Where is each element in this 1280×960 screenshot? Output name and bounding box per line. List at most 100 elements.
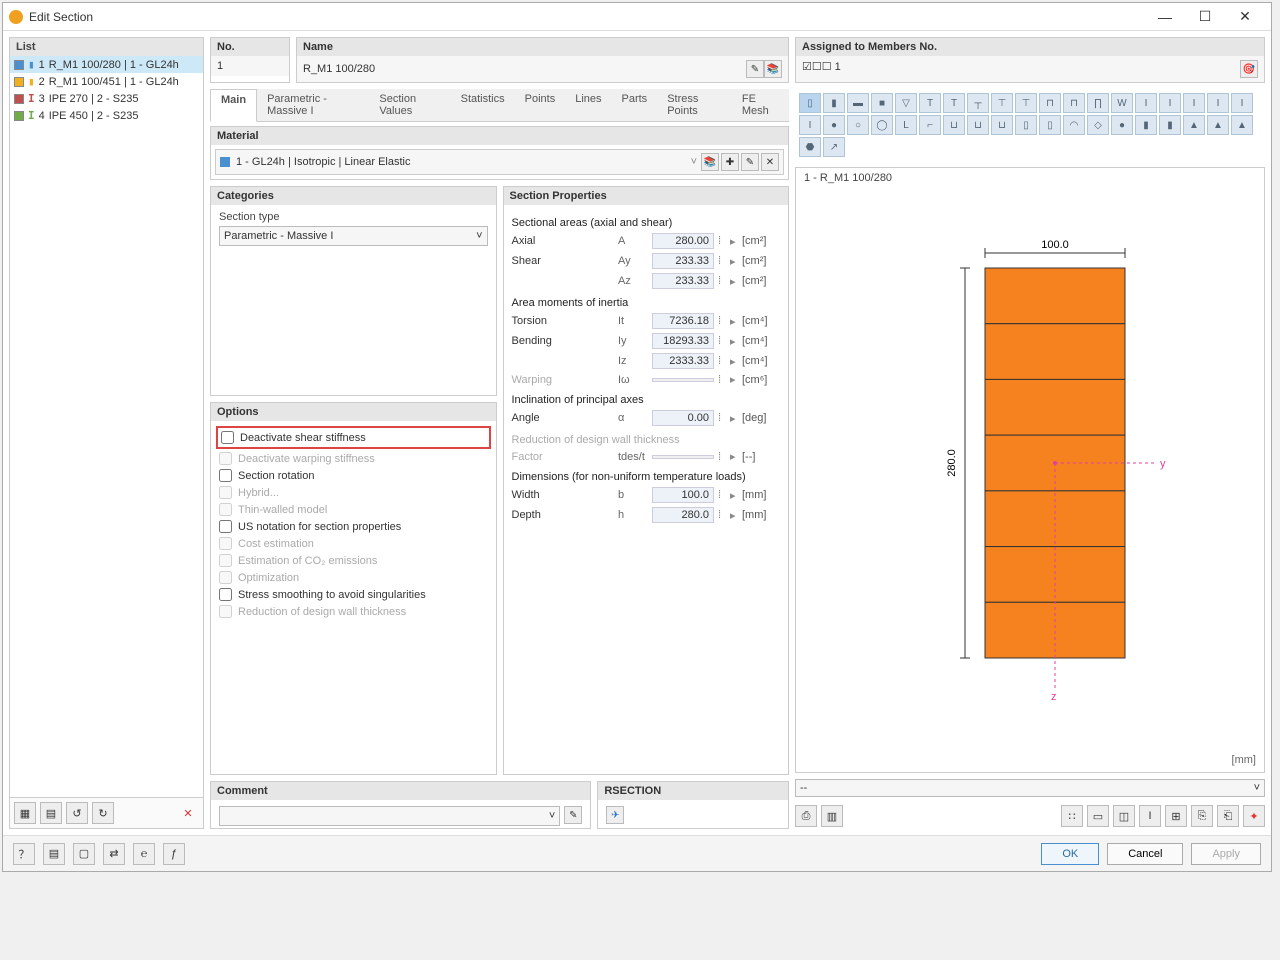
shape-button[interactable]: ● — [823, 115, 845, 135]
shape-button[interactable]: ∏ — [1087, 93, 1109, 113]
cancel-button[interactable]: Cancel — [1107, 843, 1183, 865]
arrow-icon[interactable]: ▸ — [730, 489, 738, 502]
shape-button[interactable]: ┬ — [967, 93, 989, 113]
prop-value[interactable]: 100.0 — [652, 487, 714, 503]
tab-statistics[interactable]: Statistics — [451, 89, 515, 121]
mat-edit-icon[interactable]: ✎ — [741, 153, 759, 171]
list-item[interactable]: I 4 IPE 450 | 2 - S235 — [10, 107, 203, 124]
pv-tool-c[interactable]: ◫ — [1113, 805, 1135, 827]
pv-tool-h[interactable]: ✦ — [1243, 805, 1265, 827]
shape-button[interactable]: ⊔ — [943, 115, 965, 135]
shape-button[interactable]: T — [943, 93, 965, 113]
shape-button[interactable]: ⊔ — [967, 115, 989, 135]
arrow-icon[interactable]: ▸ — [730, 335, 738, 348]
arrow-icon[interactable]: ▸ — [730, 509, 738, 522]
prop-value[interactable]: 0.00 — [652, 410, 714, 426]
shape-button[interactable]: ▮ — [1159, 115, 1181, 135]
arrow-icon[interactable]: ▸ — [730, 315, 738, 328]
list-item[interactable]: ▮ 1 R_M1 100/280 | 1 - GL24h — [10, 56, 203, 73]
prop-value[interactable]: 233.33 — [652, 273, 714, 289]
maximize-button[interactable]: ☐ — [1185, 4, 1225, 30]
shape-button[interactable]: ▲ — [1183, 115, 1205, 135]
list-tool-4[interactable]: ↻ — [92, 802, 114, 824]
close-button[interactable]: ✕ — [1225, 4, 1265, 30]
shape-button[interactable]: I — [1159, 93, 1181, 113]
tab-section-values[interactable]: Section Values — [369, 89, 450, 121]
foot-tool-3[interactable]: ▢ — [73, 843, 95, 865]
foot-tool-5[interactable]: ℮ — [133, 843, 155, 865]
apply-button[interactable]: Apply — [1191, 843, 1261, 865]
shape-button[interactable]: ⊓ — [1063, 93, 1085, 113]
prop-value[interactable]: 7236.18 — [652, 313, 714, 329]
shape-button[interactable]: ▯ — [1039, 115, 1061, 135]
option-section-rotation[interactable]: Section rotation — [219, 467, 488, 484]
comment-input[interactable]: ˅ — [219, 806, 560, 826]
pv-tool-2[interactable]: ▥ — [821, 805, 843, 827]
pv-tool-1[interactable]: ⎙ — [795, 805, 817, 827]
shape-button[interactable]: ⊔ — [991, 115, 1013, 135]
shape-button[interactable]: I — [1183, 93, 1205, 113]
material-dropdown[interactable]: 1 - GL24h | Isotropic | Linear Elastic ˅… — [215, 149, 784, 175]
library-icon[interactable]: 📚 — [764, 60, 782, 78]
shape-button[interactable]: ▮ — [1135, 115, 1157, 135]
list-tool-3[interactable]: ↺ — [66, 802, 88, 824]
list-item[interactable]: I 3 IPE 270 | 2 - S235 — [10, 90, 203, 107]
help-icon[interactable]: ？ — [13, 843, 35, 865]
section-type-dropdown[interactable]: Parametric - Massive I˅ — [219, 226, 488, 246]
tab-stress-points[interactable]: Stress Points — [657, 89, 732, 121]
tab-parts[interactable]: Parts — [612, 89, 658, 121]
shape-button[interactable]: ▲ — [1231, 115, 1253, 135]
option-deactivate-shear-stiffness[interactable]: Deactivate shear stiffness — [221, 429, 486, 446]
arrow-icon[interactable]: ▸ — [730, 355, 738, 368]
tab-fe-mesh[interactable]: FE Mesh — [732, 89, 789, 121]
prop-value[interactable]: 18293.33 — [652, 333, 714, 349]
name-value[interactable]: R_M1 100/280 — [303, 63, 746, 75]
option-us-notation-for-section-properties[interactable]: US notation for section properties — [219, 518, 488, 535]
shape-button[interactable]: ◯ — [871, 115, 893, 135]
shape-button[interactable]: ▬ — [847, 93, 869, 113]
shape-button[interactable]: T — [919, 93, 941, 113]
shape-button[interactable]: ◠ — [1063, 115, 1085, 135]
list-tool-1[interactable]: ▦ — [14, 802, 36, 824]
arrow-icon[interactable]: ▸ — [730, 255, 738, 268]
shape-button[interactable]: ● — [1111, 115, 1133, 135]
shape-button[interactable]: ▽ — [895, 93, 917, 113]
foot-tool-6[interactable]: ƒ — [163, 843, 185, 865]
prop-value[interactable]: 233.33 — [652, 253, 714, 269]
shape-button[interactable]: L — [895, 115, 917, 135]
tab-lines[interactable]: Lines — [565, 89, 611, 121]
pv-tool-e[interactable]: ⊞ — [1165, 805, 1187, 827]
arrow-icon[interactable]: ▸ — [730, 412, 738, 425]
edit-name-icon[interactable]: ✎ — [746, 60, 764, 78]
pick-members-icon[interactable]: 🎯 — [1240, 60, 1258, 78]
shape-button[interactable]: ▯ — [799, 93, 821, 113]
shape-button[interactable]: ▯ — [1015, 115, 1037, 135]
shape-button[interactable]: ▲ — [1207, 115, 1229, 135]
shape-button[interactable]: I — [1135, 93, 1157, 113]
shape-button[interactable]: I — [799, 115, 821, 135]
no-value[interactable]: 1 — [211, 56, 289, 76]
pv-tool-g[interactable]: ⎗ — [1217, 805, 1239, 827]
prop-value[interactable]: 2333.33 — [652, 353, 714, 369]
list-tool-2[interactable]: ▤ — [40, 802, 62, 824]
shape-button[interactable]: W — [1111, 93, 1133, 113]
shape-button[interactable]: ◇ — [1087, 115, 1109, 135]
pv-tool-f[interactable]: ⎘ — [1191, 805, 1213, 827]
mat-new-icon[interactable]: ✚ — [721, 153, 739, 171]
tab-parametric-massive-i[interactable]: Parametric - Massive I — [257, 89, 369, 121]
mat-del-icon[interactable]: ✕ — [761, 153, 779, 171]
prop-value[interactable]: 280.0 — [652, 507, 714, 523]
shape-button[interactable]: ⊓ — [1039, 93, 1061, 113]
foot-tool-2[interactable]: ▤ — [43, 843, 65, 865]
pv-tool-d[interactable]: I — [1139, 805, 1161, 827]
ok-button[interactable]: OK — [1041, 843, 1099, 865]
tab-main[interactable]: Main — [210, 89, 257, 122]
list-item[interactable]: ▮ 2 R_M1 100/451 | 1 - GL24h — [10, 73, 203, 90]
preview-dropdown[interactable]: --˅ — [795, 779, 1265, 797]
delete-icon[interactable]: ✕ — [177, 802, 199, 824]
rsection-icon[interactable]: ✈ — [606, 806, 624, 824]
option-stress-smoothing-to-avoid-singularities[interactable]: Stress smoothing to avoid singularities — [219, 586, 488, 603]
comment-edit-icon[interactable]: ✎ — [564, 806, 582, 824]
shape-button[interactable]: ■ — [871, 93, 893, 113]
shape-button[interactable]: ○ — [847, 115, 869, 135]
